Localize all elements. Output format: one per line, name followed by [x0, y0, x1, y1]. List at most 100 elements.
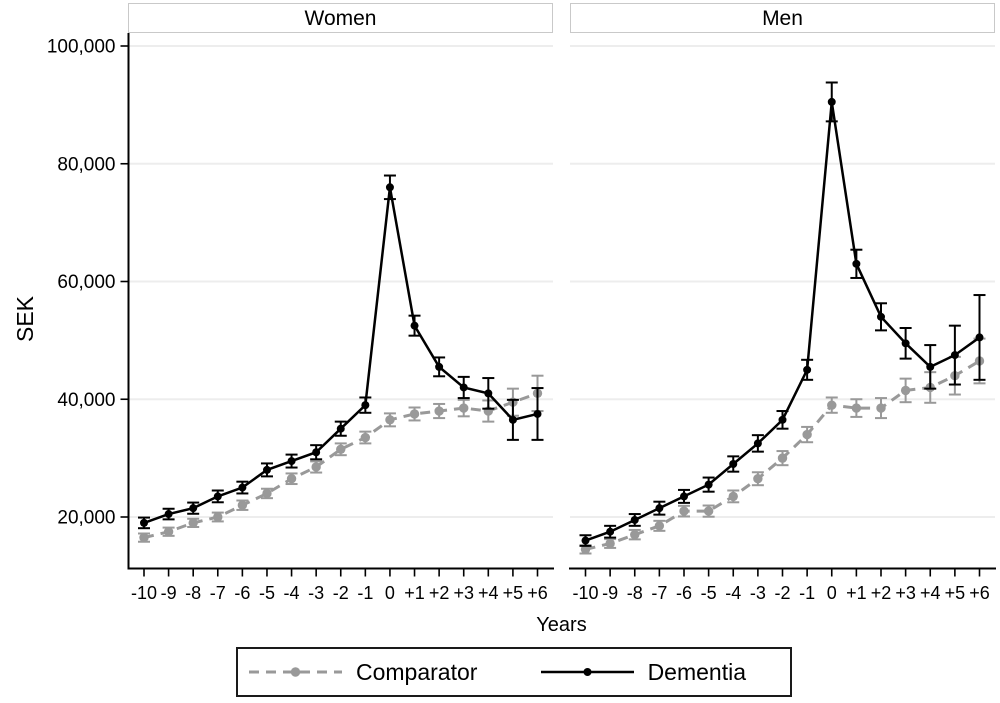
marker-dementia: [410, 321, 419, 330]
marker-comparator: [262, 488, 272, 499]
x-tick-label: -5: [701, 583, 717, 603]
comparator-line-sample: [249, 667, 342, 677]
x-tick-label: +6: [969, 583, 990, 603]
panel-title-men: Men: [762, 6, 803, 30]
marker-dementia: [729, 460, 738, 469]
marker-comparator: [163, 527, 174, 537]
marker-comparator: [409, 409, 420, 419]
x-tick-label: -3: [750, 583, 766, 603]
marker-dementia: [435, 362, 444, 371]
x-tick-label: -10: [572, 583, 598, 603]
x-axis-title: Years: [536, 614, 587, 636]
marker-dementia: [581, 536, 590, 545]
x-tick-label: +2: [429, 583, 450, 603]
x-tick-label: -6: [676, 583, 692, 603]
marker-dementia: [262, 465, 271, 474]
x-tick-label: -4: [725, 583, 741, 603]
panel-header-women: Women: [128, 3, 553, 33]
x-tick-label: -8: [627, 583, 643, 603]
marker-dementia: [508, 415, 517, 424]
y-tick-label: 40,000: [57, 390, 115, 411]
x-tick-label: -5: [259, 583, 275, 603]
x-tick-label: +5: [503, 583, 524, 603]
y-axis-title: SEK: [12, 295, 38, 343]
marker-comparator: [459, 403, 469, 413]
marker-comparator: [385, 415, 395, 425]
x-tick-label: -10: [131, 583, 157, 603]
marker-dementia: [164, 510, 173, 519]
marker-comparator: [139, 532, 149, 543]
marker-comparator: [213, 512, 223, 522]
marker-dementia: [484, 389, 493, 398]
marker-dementia: [312, 448, 321, 457]
marker-comparator: [605, 538, 615, 549]
y-tick-label: 20,000: [57, 508, 115, 529]
marker-dementia: [975, 333, 984, 342]
x-tick-label: -9: [602, 583, 618, 603]
marker-dementia: [361, 401, 370, 410]
marker-comparator: [580, 544, 591, 555]
marker-comparator: [654, 521, 665, 531]
x-tick-label: +6: [527, 583, 548, 603]
comparator-marker: [290, 667, 301, 677]
legend-entry-comparator: Comparator: [248, 659, 477, 686]
legend-entry-dementia: Dementia: [540, 659, 746, 686]
marker-dementia: [140, 518, 148, 527]
panel-title-women: Women: [304, 6, 377, 30]
x-tick-label: +5: [945, 583, 966, 603]
marker-dementia: [753, 439, 762, 448]
x-tick-label: -1: [357, 583, 373, 603]
x-tick-label: +3: [895, 583, 916, 603]
marker-dementia: [213, 492, 222, 501]
x-tick-label: -1: [799, 583, 815, 603]
marker-dementia: [877, 312, 885, 321]
marker-comparator: [286, 474, 297, 484]
marker-dementia: [827, 97, 836, 106]
x-tick-label: 0: [827, 583, 837, 603]
x-tick-label: -8: [185, 583, 201, 603]
panel-header-men: Men: [570, 3, 995, 33]
marker-comparator: [876, 403, 886, 413]
y-tick-label: 80,000: [57, 154, 115, 175]
series-line-comparator: [143, 391, 539, 540]
marker-comparator: [777, 453, 788, 463]
marker-dementia: [238, 483, 247, 492]
marker-comparator: [237, 500, 248, 510]
y-tick-label: 100,000: [47, 37, 116, 58]
x-tick-label: -4: [284, 583, 300, 603]
x-tick-label: -2: [333, 583, 349, 603]
x-tick-label: -3: [308, 583, 324, 603]
marker-dementia: [385, 183, 394, 192]
marker-comparator: [360, 432, 371, 443]
series-line-dementia: [143, 187, 538, 525]
x-tick-label: +4: [920, 583, 941, 603]
x-tick-label: +3: [453, 583, 474, 603]
marker-dementia: [606, 527, 615, 536]
dementia-marker: [583, 668, 592, 676]
marker-comparator: [336, 444, 346, 454]
dementia-line-sample: [540, 668, 634, 676]
marker-comparator: [434, 406, 444, 416]
marker-dementia: [901, 339, 910, 348]
x-tick-label: -6: [234, 583, 250, 603]
marker-dementia: [680, 492, 688, 501]
marker-dementia: [533, 409, 542, 418]
x-tick-label: -7: [651, 583, 667, 603]
x-tick-label: +1: [404, 583, 425, 603]
legend-label-comparator: Comparator: [356, 658, 478, 685]
marker-dementia: [950, 351, 959, 360]
x-tick-label: -2: [774, 583, 790, 603]
marker-comparator: [851, 403, 862, 413]
marker-comparator: [827, 400, 837, 410]
marker-dementia: [704, 480, 713, 489]
marker-dementia: [336, 424, 345, 433]
marker-comparator: [630, 529, 640, 540]
marker-comparator: [703, 506, 714, 516]
x-tick-label: +1: [846, 583, 867, 603]
marker-comparator: [679, 506, 689, 516]
marker-dementia: [630, 515, 639, 524]
x-tick-label: -9: [161, 583, 177, 603]
y-tick-label: 60,000: [57, 272, 115, 293]
